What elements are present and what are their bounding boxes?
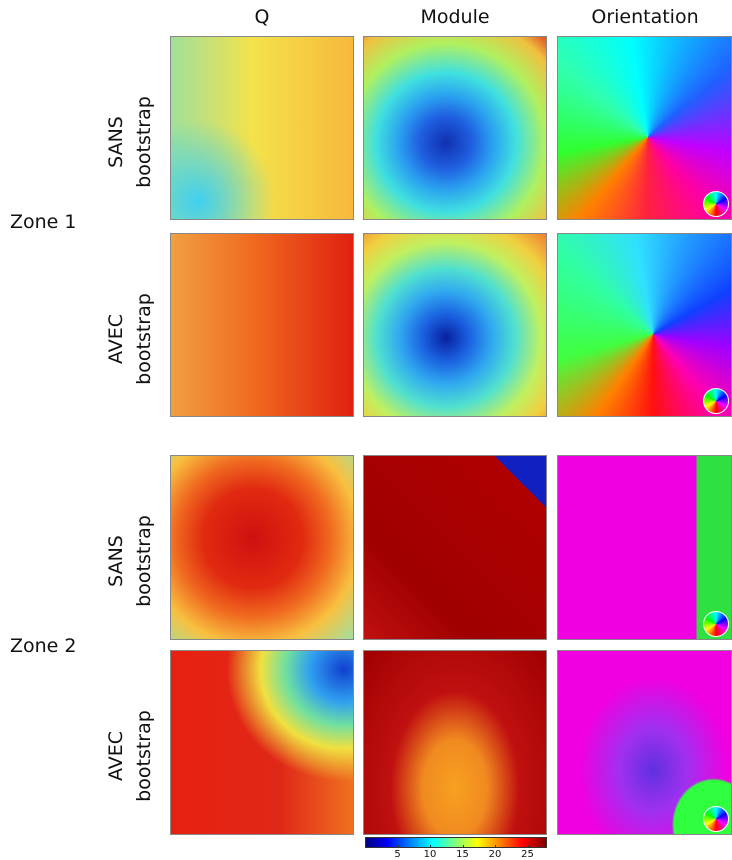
q-map [170, 233, 354, 417]
color-wheel [703, 388, 729, 414]
row-label-line: SANS [105, 535, 127, 587]
row-label-line: SANS [105, 116, 127, 168]
colorbar-tick-label: 20 [488, 849, 502, 860]
column-header: Orientation [591, 6, 699, 28]
orientation-map [557, 455, 732, 640]
colorbar [365, 837, 547, 848]
q-map [170, 36, 354, 220]
row-label-line: AVEC [105, 730, 127, 782]
colorbar-tick [397, 845, 399, 848]
colorbar-tick [462, 845, 464, 848]
orientation-map [557, 36, 732, 220]
row-label: AVEC bootstrap [102, 664, 158, 848]
orientation-map [557, 650, 732, 835]
row-label-line: bootstrap [133, 515, 155, 607]
row-label: SANS bootstrap [102, 469, 158, 653]
zone-label: Zone 2 [10, 635, 77, 657]
color-wheel [703, 806, 729, 832]
module-map [363, 233, 547, 417]
zone-label: Zone 1 [10, 211, 77, 233]
colorbar-tick-label: 5 [394, 849, 401, 860]
row-label-line: bootstrap [133, 293, 155, 385]
orientation-map [557, 233, 732, 417]
row-label-line: bootstrap [133, 710, 155, 802]
color-wheel [703, 611, 729, 637]
colorbar-tick-label: 15 [456, 849, 469, 860]
module-map [363, 36, 547, 220]
colorbar-tick-label: 25 [521, 849, 534, 860]
module-map [363, 455, 547, 640]
column-header: Module [420, 6, 490, 28]
colorbar-tick [527, 845, 529, 848]
colorbar-tick [495, 845, 496, 848]
row-label-line: AVEC [105, 313, 127, 365]
color-wheel [703, 191, 729, 217]
colorbar-tick-label: 10 [423, 849, 437, 860]
row-label: AVEC bootstrap [102, 247, 158, 431]
row-label-line: bootstrap [133, 96, 155, 188]
colorbar-tick [430, 845, 431, 848]
row-label: SANS bootstrap [102, 50, 158, 234]
q-map [170, 650, 354, 835]
column-header: Q [254, 6, 270, 28]
q-map [170, 455, 354, 640]
module-map [363, 650, 547, 835]
